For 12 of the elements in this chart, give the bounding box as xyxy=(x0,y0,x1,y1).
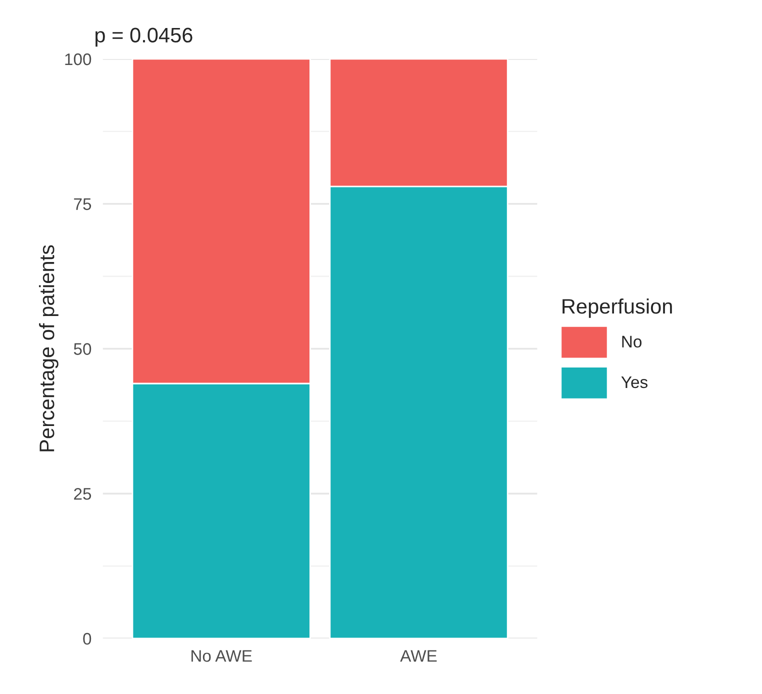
y-tick-label: 50 xyxy=(74,343,92,355)
x-tick-label: AWE xyxy=(400,650,437,662)
y-axis-title: Percentage of patients xyxy=(38,245,58,452)
chart-title: p = 0.0456 xyxy=(96,28,192,47)
y-tick-label: 75 xyxy=(74,198,92,210)
legend-label: Yes xyxy=(621,376,648,388)
legend-title: Reperfusion xyxy=(562,298,672,318)
y-tick-label: 0 xyxy=(83,632,92,645)
y-tick-label: 100 xyxy=(65,53,92,66)
y-tick-label: 25 xyxy=(74,488,92,500)
x-tick-label: No AWE xyxy=(192,650,252,662)
legend-label: No xyxy=(622,336,642,348)
